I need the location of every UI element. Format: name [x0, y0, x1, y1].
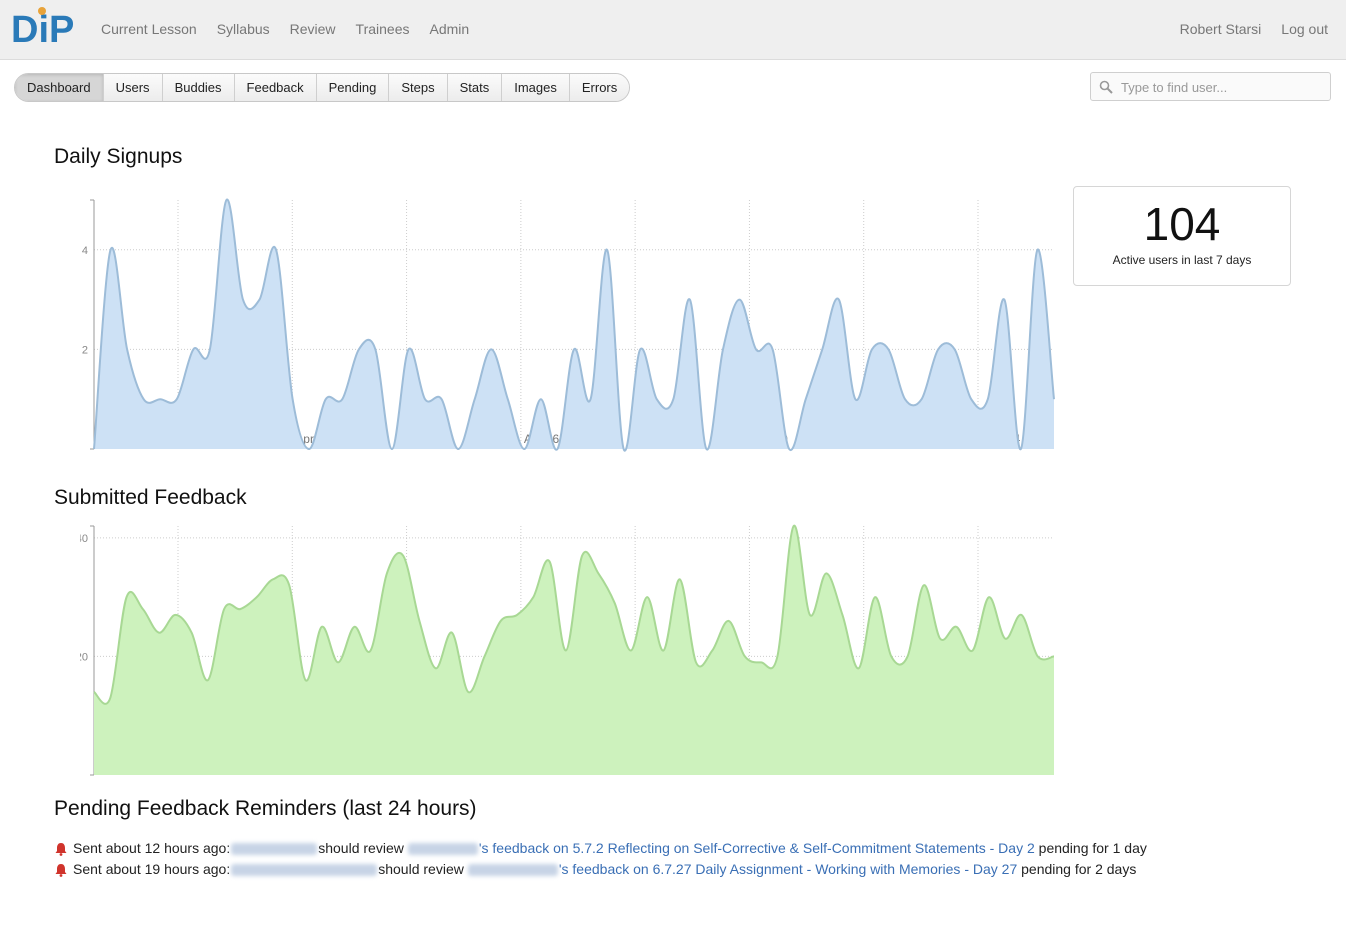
user-menu: Robert Starsi Log out	[1160, 20, 1328, 38]
nav-admin[interactable]: Admin	[429, 21, 470, 37]
trainee-name-redacted	[467, 863, 558, 876]
signups-y-tick-label: 2	[82, 344, 88, 356]
submitted-feedback-chart: Mar 26Apr 2Apr 9Apr 16Apr 23Apr 30May 7M…	[80, 524, 1055, 776]
reminder-pending: pending for 2 days	[1021, 861, 1137, 877]
tab-users[interactable]: Users	[103, 74, 163, 101]
feedback-area	[94, 525, 1054, 775]
nav-syllabus[interactable]: Syllabus	[216, 21, 270, 37]
reminder-sent-time: Sent about 19 hours ago:	[73, 861, 231, 877]
main-nav: Current Lesson Syllabus Review Trainees …	[101, 20, 489, 38]
bell-icon	[55, 842, 67, 856]
reminder-action: should review	[318, 840, 404, 856]
admin-subnav: Dashboard Users Buddies Feedback Pending…	[14, 73, 631, 102]
signups-series-line	[93, 198, 1055, 452]
feedback-series-line	[93, 524, 1055, 705]
reminder-action: should review	[378, 861, 464, 877]
submitted-feedback-title: Submitted Feedback	[54, 486, 247, 509]
logout-link[interactable]: Log out	[1281, 21, 1328, 37]
dip-logo[interactable]: DiP	[10, 6, 78, 48]
tab-pending[interactable]: Pending	[316, 74, 390, 101]
feedback-link[interactable]: 's feedback on 6.7.27 Daily Assignment -…	[558, 861, 1018, 877]
svg-text:DiP: DiP	[11, 9, 74, 48]
reviewer-name-redacted	[231, 842, 318, 855]
search-input[interactable]	[1121, 77, 1321, 97]
feedback-y-tick-label: 20	[80, 651, 88, 663]
tab-stats[interactable]: Stats	[447, 74, 503, 101]
reminder-item: Sent about 12 hours ago: should review '…	[54, 838, 1147, 859]
nav-review[interactable]: Review	[289, 21, 336, 37]
trainee-name-redacted	[407, 842, 478, 855]
signups-y-tick-label: 4	[82, 245, 88, 257]
tab-steps[interactable]: Steps	[389, 74, 448, 101]
active-users-label: Active users in last 7 days	[1112, 253, 1252, 267]
reminder-pending: pending for 1 day	[1038, 840, 1147, 856]
bell-icon	[55, 863, 67, 877]
user-search	[1090, 72, 1331, 101]
daily-signups-chart: Mar 26Apr 2Apr 9Apr 16Apr 23Apr 30May 7M…	[82, 198, 1055, 452]
tab-feedback[interactable]: Feedback	[234, 74, 317, 101]
feedback-y-tick-label: 40	[80, 533, 88, 545]
tab-images[interactable]: Images	[502, 74, 570, 101]
user-name-link[interactable]: Robert Starsi	[1179, 21, 1262, 37]
signups-area	[94, 199, 1054, 451]
top-navbar: DiP Current Lesson Syllabus Review Train…	[0, 0, 1346, 60]
tab-dashboard[interactable]: Dashboard	[15, 74, 104, 101]
active-users-value: 104	[1143, 198, 1221, 250]
reminder-sent-time: Sent about 12 hours ago:	[73, 840, 231, 856]
active-users-stat: 104 Active users in last 7 days	[1073, 186, 1291, 286]
reviewer-name-redacted	[231, 863, 378, 876]
pending-reminders-title: Pending Feedback Reminders (last 24 hour…	[54, 797, 477, 820]
tab-errors[interactable]: Errors	[569, 74, 630, 101]
reminders-list: Sent about 12 hours ago: should review '…	[54, 838, 1147, 880]
reminder-item: Sent about 19 hours ago: should review '…	[54, 859, 1147, 880]
daily-signups-title: Daily Signups	[54, 145, 183, 168]
nav-trainees[interactable]: Trainees	[355, 21, 410, 37]
tab-buddies[interactable]: Buddies	[162, 74, 235, 101]
nav-current-lesson[interactable]: Current Lesson	[101, 21, 197, 37]
search-icon	[1099, 80, 1113, 94]
feedback-link[interactable]: 's feedback on 5.7.2 Reflecting on Self-…	[478, 840, 1035, 856]
